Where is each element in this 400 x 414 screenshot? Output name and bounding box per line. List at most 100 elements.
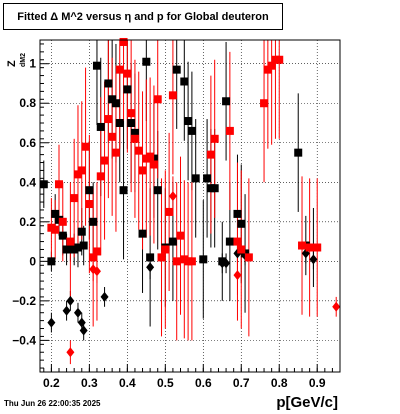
data-point-diamond bbox=[92, 266, 101, 277]
data-point-square bbox=[96, 122, 105, 131]
data-point-square bbox=[191, 174, 200, 183]
data-point-square bbox=[123, 85, 132, 94]
data-point-square bbox=[225, 237, 234, 246]
data-point-square bbox=[130, 134, 139, 143]
data-point-square bbox=[73, 243, 82, 252]
data-point-square bbox=[244, 253, 253, 262]
data-point-diamond bbox=[146, 262, 155, 273]
x-tick-label: 0.4 bbox=[119, 376, 136, 390]
y-axis-label-sub: dM2 bbox=[20, 53, 27, 67]
data-point-square bbox=[233, 209, 242, 218]
data-point-square bbox=[313, 243, 322, 252]
data-point-square bbox=[199, 255, 208, 264]
y-tick-label: 0.2 bbox=[19, 215, 36, 229]
data-point-square bbox=[130, 128, 139, 137]
data-point-diamond bbox=[309, 254, 318, 265]
data-point-square bbox=[115, 65, 124, 74]
data-point-square bbox=[210, 184, 219, 193]
data-point-square bbox=[79, 241, 88, 250]
axis-ticks: 0.2 0.3 0.4 0.5 0.6 0.7 0.8 0.9 −0.4 −0.2 0 0.2 0.4 0… bbox=[12, 43, 341, 390]
data-point-square bbox=[233, 237, 242, 246]
data-point-square bbox=[39, 180, 48, 189]
data-point-square bbox=[58, 231, 67, 240]
data-point-square bbox=[127, 109, 136, 118]
data-point-square bbox=[305, 243, 314, 252]
x-tick-label: 0.8 bbox=[271, 376, 288, 390]
data-point-square bbox=[85, 200, 94, 209]
data-point-square bbox=[237, 219, 246, 228]
data-point-square bbox=[127, 119, 136, 127]
y-tick-label: 0.4 bbox=[19, 175, 36, 189]
data-point-diamond bbox=[66, 347, 75, 358]
data-point-square bbox=[111, 99, 120, 108]
data-point-square bbox=[222, 97, 231, 106]
data-point-square bbox=[180, 77, 189, 86]
data-point-square bbox=[47, 257, 56, 266]
data-point-square bbox=[92, 61, 101, 70]
x-tick-label: 0.2 bbox=[43, 376, 60, 390]
x-axis-label: p[GeV/c] bbox=[276, 394, 338, 411]
data-point-square bbox=[187, 257, 196, 266]
data-point-square bbox=[89, 217, 98, 226]
data-point-square bbox=[119, 186, 128, 195]
data-point-square bbox=[77, 166, 86, 175]
data-point-square bbox=[100, 156, 109, 165]
data-markers bbox=[39, 37, 341, 358]
data-point-square bbox=[187, 126, 196, 135]
data-point-square bbox=[51, 209, 60, 218]
x-tick-label: 0.9 bbox=[309, 376, 326, 390]
data-point-diamond bbox=[73, 307, 82, 318]
chart-title: Fitted Δ M^2 versus η and p for Global d… bbox=[17, 10, 269, 23]
data-point-square bbox=[165, 207, 174, 216]
data-point-square bbox=[54, 180, 63, 189]
data-point-square bbox=[294, 148, 303, 157]
data-point-square bbox=[153, 95, 162, 104]
data-point-square bbox=[172, 65, 181, 74]
data-point-square bbox=[298, 241, 307, 250]
data-point-square bbox=[157, 253, 166, 262]
data-point-square bbox=[149, 160, 158, 169]
y-tick-label: −0.2 bbox=[12, 294, 36, 308]
plot-frame bbox=[39, 39, 341, 373]
data-point-square bbox=[138, 166, 147, 175]
data-point-square bbox=[146, 152, 155, 161]
data-point-square bbox=[92, 247, 101, 256]
data-point-diamond bbox=[168, 191, 177, 202]
y-tick-label: 0 bbox=[29, 254, 36, 268]
data-point-square bbox=[119, 37, 128, 46]
data-point-square bbox=[184, 117, 193, 126]
data-point-square bbox=[115, 119, 124, 127]
data-point-square bbox=[108, 132, 117, 141]
data-point-square bbox=[58, 217, 67, 226]
data-point-diamond bbox=[79, 325, 88, 336]
data-point-square bbox=[161, 245, 170, 254]
data-point-square bbox=[123, 69, 132, 78]
data-point-diamond bbox=[100, 291, 109, 302]
data-point-square bbox=[176, 231, 185, 240]
data-point-square bbox=[51, 225, 60, 234]
data-point-square bbox=[146, 253, 155, 262]
data-point-diamond bbox=[222, 258, 231, 269]
data-point-square bbox=[66, 237, 75, 246]
data-point-square bbox=[275, 55, 284, 64]
data-point-square bbox=[142, 57, 151, 66]
data-point-square bbox=[267, 61, 276, 70]
data-point-square bbox=[225, 126, 234, 135]
timestamp: Thu Jun 26 22:00:35 2025 bbox=[4, 399, 101, 408]
data-point-square bbox=[104, 115, 113, 124]
data-point-square bbox=[203, 174, 212, 183]
data-point-square bbox=[172, 257, 181, 266]
data-point-square bbox=[134, 146, 143, 155]
data-point-square bbox=[138, 229, 147, 238]
data-point-square bbox=[153, 186, 162, 195]
x-tick-label: 0.3 bbox=[81, 376, 98, 390]
data-point-square bbox=[206, 150, 215, 159]
data-point-square bbox=[237, 245, 246, 254]
y-tick-label: 1 bbox=[29, 57, 36, 71]
y-tick-label: 0.6 bbox=[19, 136, 36, 150]
data-point-square bbox=[70, 194, 79, 203]
data-point-square bbox=[85, 186, 94, 195]
x-tick-label: 0.6 bbox=[195, 376, 212, 390]
data-point-square bbox=[260, 99, 269, 108]
y-tick-label: −0.4 bbox=[12, 333, 36, 347]
